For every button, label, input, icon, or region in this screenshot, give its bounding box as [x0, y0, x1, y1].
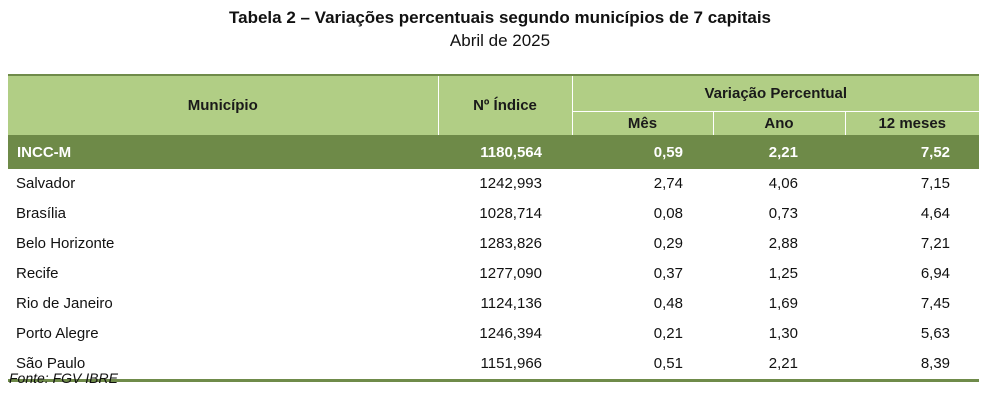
- table-row: Rio de Janeiro 1124,136 0,48 1,69 7,45: [8, 289, 979, 319]
- table-row: Recife 1277,090 0,37 1,25 6,94: [8, 259, 979, 289]
- cell-mes: 0,29: [653, 235, 683, 252]
- source-note: Fonte: FGV IBRE: [9, 370, 118, 386]
- total-name: INCC-M: [8, 135, 438, 169]
- table-row: Brasília 1028,714 0,08 0,73 4,64: [8, 199, 979, 229]
- header-12-meses: 12 meses: [844, 111, 980, 135]
- cell-12-meses: 4,64: [920, 205, 951, 222]
- table-row: Belo Horizonte 1283,826 0,29 2,88 7,21: [8, 229, 979, 259]
- cell-indice: 1242,993: [479, 175, 542, 192]
- header-indice: Nº Índice: [437, 74, 572, 135]
- cell-name: Brasília: [16, 205, 67, 222]
- cell-indice: 1283,826: [479, 235, 542, 252]
- total-row: INCC-M 1180,564 0,59 2,21 7,52: [8, 135, 980, 169]
- header-ano: Ano: [712, 111, 845, 135]
- table-title: Tabela 2 – Variações percentuais segundo…: [229, 8, 771, 27]
- cell-ano: 2,88: [768, 235, 798, 252]
- cell-indice: 1277,090: [479, 265, 542, 282]
- table-row: Salvador 1242,993 2,74 4,06 7,15: [8, 169, 979, 199]
- total-12-meses: 7,52: [845, 135, 980, 169]
- cell-12-meses: 7,15: [920, 175, 951, 192]
- cell-ano: 4,06: [768, 175, 798, 192]
- cell-12-meses: 7,45: [920, 295, 951, 312]
- cell-indice: 1151,966: [438, 349, 572, 382]
- header-municipio: Município: [8, 74, 438, 135]
- cell-indice: 1246,394: [479, 325, 542, 342]
- cell-name: São Paulo: [8, 349, 438, 382]
- cell-mes: 0,08: [653, 205, 683, 222]
- cell-mes: 0,48: [653, 295, 683, 312]
- cell-12-meses: 7,21: [920, 235, 951, 252]
- cell-ano: 1,30: [768, 325, 798, 342]
- header-variacao: Variação Percentual: [571, 74, 980, 112]
- table-row: São Paulo 1151,966 0,51 2,21 8,39: [8, 349, 980, 382]
- cell-mes: 2,74: [653, 175, 683, 192]
- cell-mes: 0,37: [653, 265, 683, 282]
- cell-ano: 0,73: [768, 205, 798, 222]
- cell-12-meses: 6,94: [920, 265, 951, 282]
- cell-name: Recife: [16, 265, 59, 282]
- cell-name: Salvador: [16, 175, 76, 192]
- cell-name: Porto Alegre: [16, 325, 99, 342]
- header-mes: Mês: [571, 111, 713, 135]
- table-header: Município Nº Índice Variação Percentual …: [8, 74, 980, 135]
- cell-12-meses: 5,63: [920, 325, 951, 342]
- cell-name: Rio de Janeiro: [16, 295, 113, 312]
- cell-ano: 2,21: [713, 349, 845, 382]
- table-row: Porto Alegre 1246,394 0,21 1,30 5,63: [8, 319, 979, 349]
- total-indice: 1180,564: [438, 135, 572, 169]
- cell-ano: 1,25: [768, 265, 798, 282]
- data-table: Município Nº Índice Variação Percentual …: [8, 74, 980, 382]
- cell-mes: 0,51: [572, 349, 713, 382]
- table-subtitle: Abril de 2025: [449, 31, 551, 50]
- cell-ano: 1,69: [768, 295, 798, 312]
- cell-mes: 0,21: [653, 325, 683, 342]
- cell-indice: 1124,136: [480, 295, 542, 312]
- total-mes: 0,59: [572, 135, 713, 169]
- total-ano: 2,21: [713, 135, 845, 169]
- cell-name: Belo Horizonte: [16, 235, 115, 252]
- cell-12-meses: 8,39: [845, 349, 980, 382]
- cell-indice: 1028,714: [479, 205, 542, 222]
